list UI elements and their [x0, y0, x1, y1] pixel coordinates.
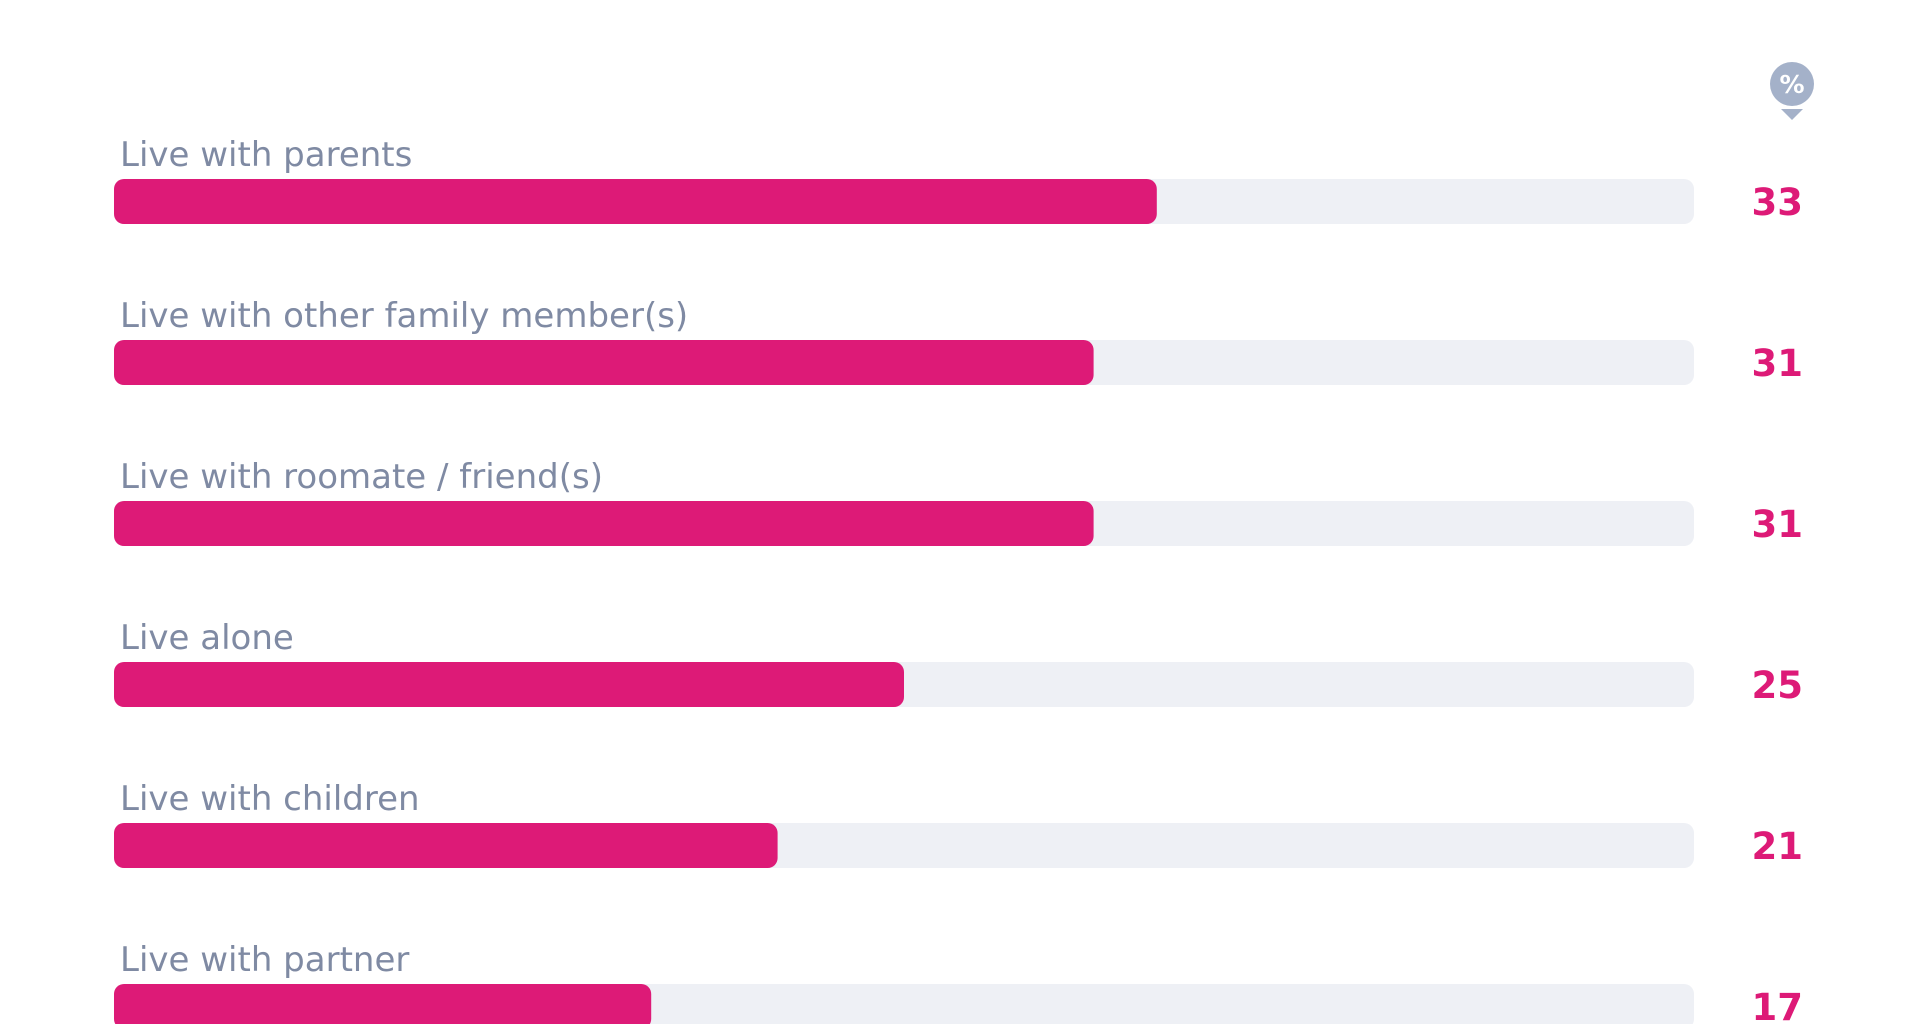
category-label: Live alone: [120, 618, 294, 658]
bar: [114, 662, 904, 707]
bar: [114, 501, 1094, 546]
category-label: Live with parents: [120, 135, 412, 175]
data-label: 33: [1752, 181, 1804, 224]
data-label: 17: [1752, 986, 1804, 1024]
category-label: Live with children: [120, 779, 420, 819]
bar: [114, 984, 652, 1024]
category-label: Live with roomate / friend(s): [120, 457, 603, 497]
category-label: Live with other family member(s): [120, 296, 688, 336]
category-label: Live with partner: [120, 940, 409, 980]
bar: [114, 340, 1094, 385]
percent-marker-icon: %: [1770, 62, 1814, 120]
data-label: 31: [1752, 342, 1804, 385]
bar: [114, 823, 778, 868]
data-label: 31: [1752, 503, 1804, 546]
data-label: 25: [1752, 664, 1804, 707]
bar: [114, 179, 1157, 224]
percent-marker-circle: [1770, 62, 1814, 106]
percent-marker-pointer: [1781, 109, 1803, 120]
bar-rows: Live with parents 33 Live with other famil…: [114, 135, 1803, 1024]
data-label: 21: [1752, 825, 1804, 868]
percent-unit: %: [1779, 70, 1804, 99]
